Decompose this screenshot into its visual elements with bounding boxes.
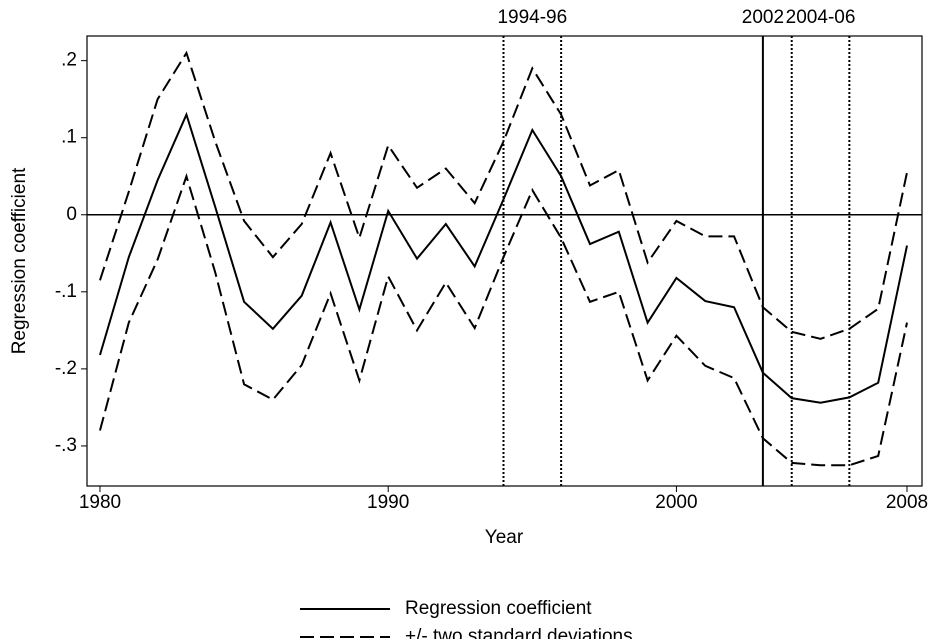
period-label: 2002	[742, 7, 784, 28]
x-tick-label: 2008	[886, 492, 928, 513]
x-axis-label: Year	[485, 527, 524, 548]
x-tick-label: 1990	[367, 492, 409, 513]
y-tick-label: -.1	[55, 281, 77, 302]
y-tick-label: .2	[61, 50, 77, 71]
plot-frame	[86, 35, 923, 487]
series-line	[99, 50, 908, 340]
y-tick-label: -.3	[55, 435, 77, 456]
legend-label: +/- two standard deviations	[405, 626, 633, 639]
y-tick-label: -.2	[55, 358, 77, 379]
legend-label: Regression coefficient	[405, 598, 592, 619]
x-tick-label: 2000	[655, 492, 697, 513]
x-tick-label: 1980	[79, 492, 121, 513]
y-axis-label: Regression coefficient	[9, 167, 30, 354]
series-line	[99, 172, 908, 467]
period-label: 1994-96	[497, 7, 567, 28]
y-tick-label: .1	[61, 127, 77, 148]
y-tick-label: 0	[66, 204, 77, 225]
period-label: 2004-06	[786, 7, 856, 28]
series-line	[99, 111, 908, 404]
